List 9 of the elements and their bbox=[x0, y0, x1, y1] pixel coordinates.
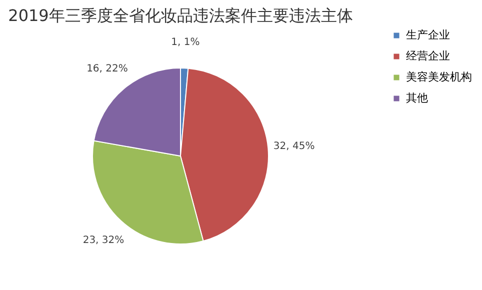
legend-label: 美容美发机构 bbox=[406, 70, 472, 84]
data-label: 23, 32% bbox=[82, 235, 124, 246]
legend-label: 生产企业 bbox=[406, 28, 450, 42]
legend-label: 经营企业 bbox=[406, 50, 450, 62]
data-label: 1, 1% bbox=[171, 37, 200, 48]
legend-label: 其他 bbox=[406, 92, 428, 104]
data-label: 16, 22% bbox=[86, 64, 128, 75]
data-label: 32, 45% bbox=[273, 141, 315, 152]
chart-title: 2019年三季度全省化妆品违法案件主要违法主体 bbox=[8, 6, 353, 25]
